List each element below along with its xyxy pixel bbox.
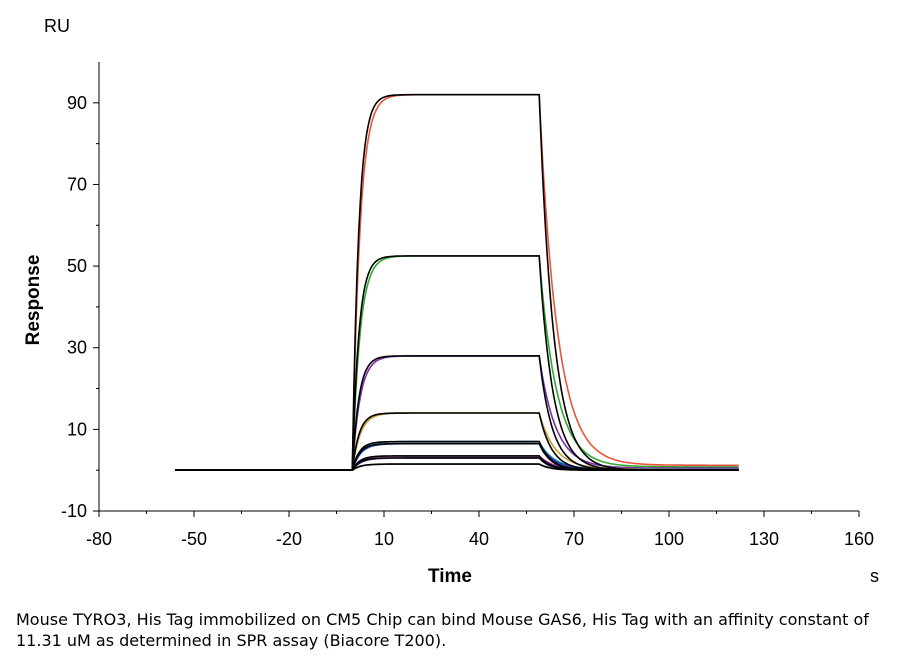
y-axis-ticks: -10 10 30 50 70 90 [61, 93, 99, 521]
x-tick-label: -20 [276, 529, 302, 549]
y-tick-label: 50 [67, 256, 87, 276]
y-tick-label: 30 [67, 338, 87, 358]
data-series-line [175, 93, 739, 471]
x-axis-ticks: -80 -50 -20 10 40 70 100 130 160 [86, 511, 874, 549]
fit-series-line [175, 255, 739, 471]
fit-series-line [175, 93, 739, 471]
series-layer [175, 93, 739, 471]
data-series-line [175, 255, 739, 471]
y-unit-label: RU [44, 16, 70, 36]
x-tick-label: 160 [844, 529, 874, 549]
x-tick-label: -80 [86, 529, 112, 549]
sensorgram-chart: -10 10 30 50 70 90 -80 -50 -20 10 40 70 100 130 160 R… [23, 16, 879, 587]
fit-series-line [175, 463, 739, 471]
x-tick-label: 10 [374, 529, 394, 549]
y-tick-label: 70 [67, 174, 87, 194]
x-tick-label: -50 [181, 529, 207, 549]
x-tick-label: 100 [654, 529, 684, 549]
x-axis-title: Time [428, 566, 472, 587]
y-axis-title: Response [23, 255, 44, 346]
figure-caption: Mouse TYRO3, His Tag immobilized on CM5 … [16, 610, 869, 650]
x-tick-label: 70 [564, 529, 584, 549]
y-tick-label: 10 [67, 419, 87, 439]
x-tick-label: 130 [749, 529, 779, 549]
x-tick-label: 40 [469, 529, 489, 549]
y-tick-label: 90 [67, 93, 87, 113]
y-tick-label: -10 [61, 501, 87, 521]
x-unit-label: s [870, 566, 879, 586]
